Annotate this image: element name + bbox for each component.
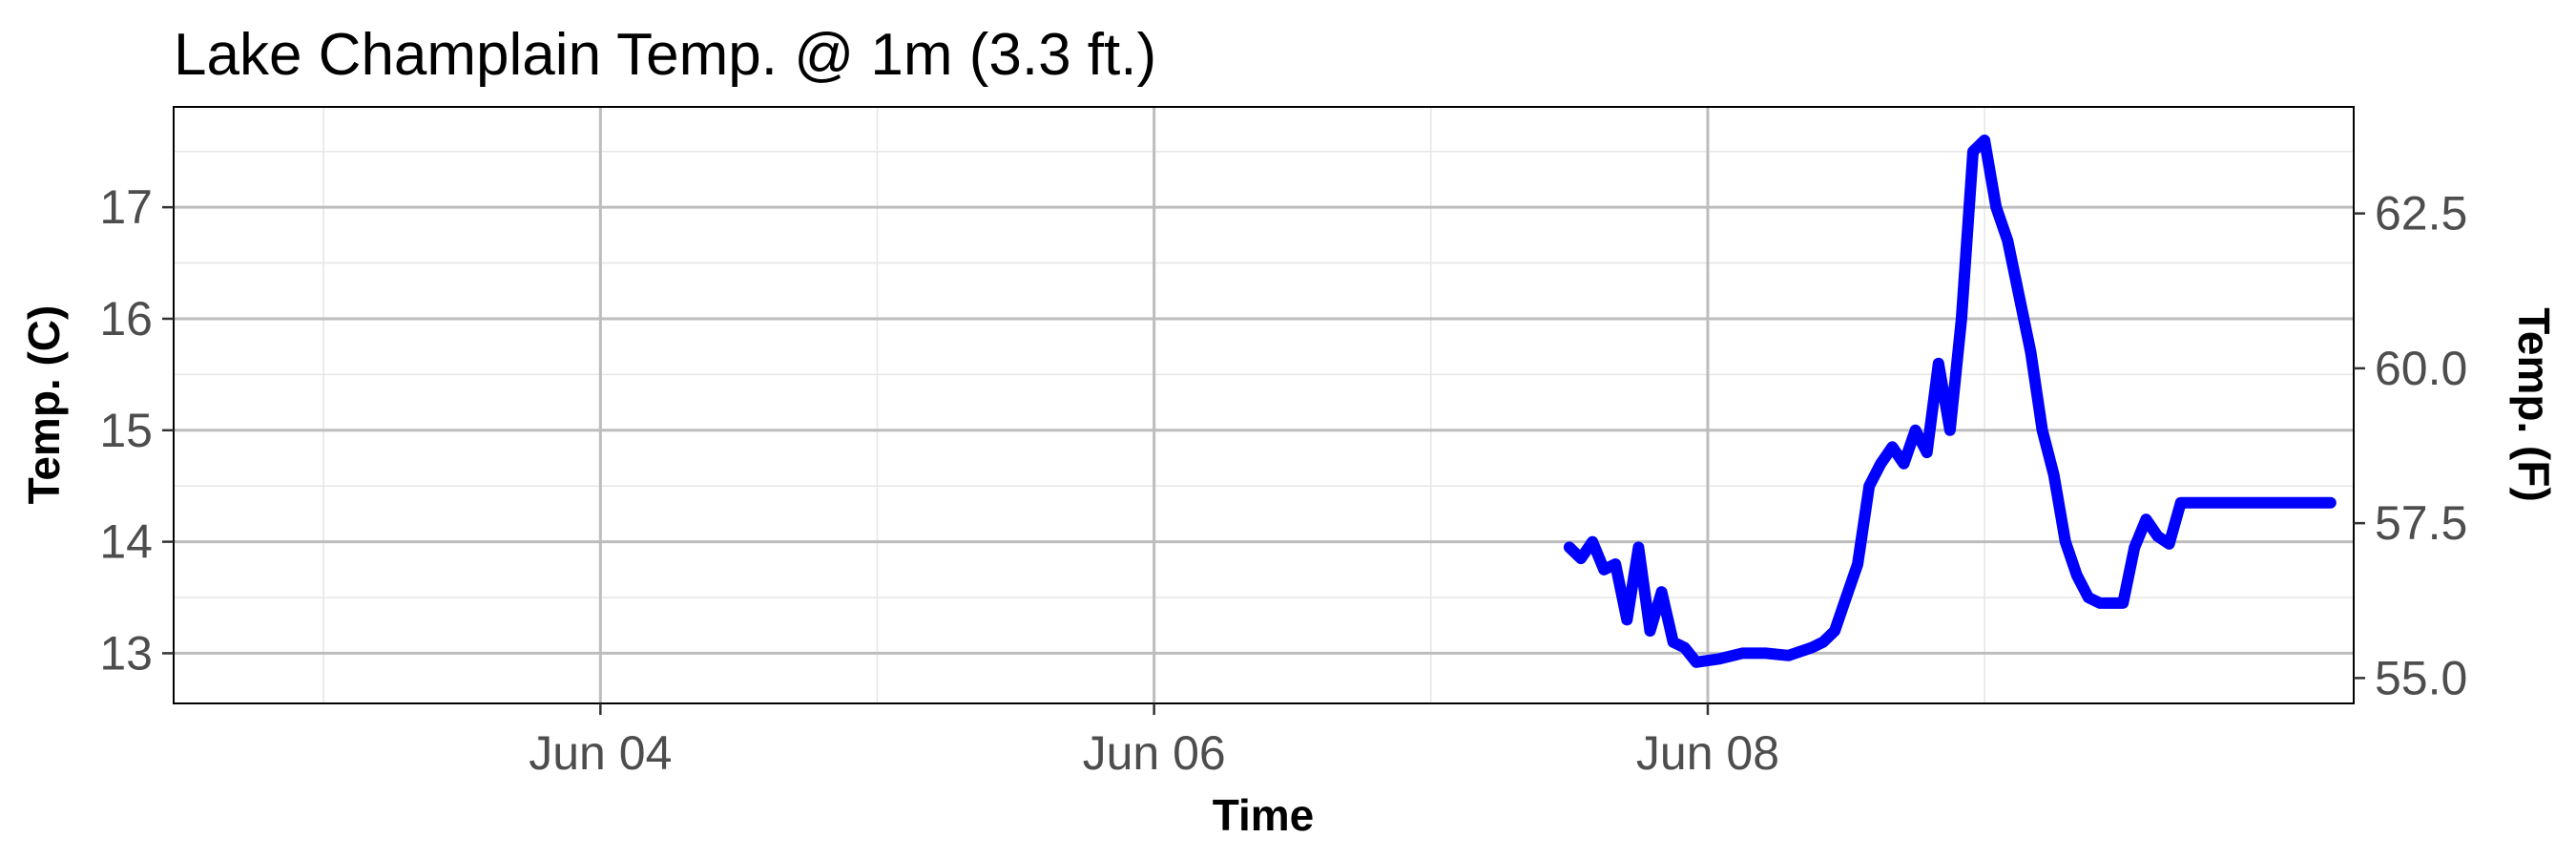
plot-panel — [174, 107, 2354, 703]
x-tick-label: Jun 06 — [1083, 726, 1226, 780]
temperature-line — [1563, 135, 2337, 668]
plot-border — [173, 106, 2355, 704]
x-axis-title: Time — [1213, 790, 1315, 840]
y-axis-title-right: Temp. (F) — [2509, 307, 2559, 502]
y2-tick-label: 57.5 — [2375, 496, 2467, 550]
x-axis: Jun 04 Jun 06 Jun 08 — [529, 703, 1779, 780]
x-tick-label: Jun 04 — [529, 726, 672, 780]
y2-tick-label: 60.0 — [2375, 342, 2467, 395]
series-layer — [1563, 135, 2337, 668]
chart-title: Lake Champlain Temp. @ 1m (3.3 ft.) — [174, 22, 1156, 88]
y2-tick-label: 55.0 — [2375, 651, 2467, 704]
y-axis-right: 55.0 57.5 60.0 62.5 — [2354, 187, 2467, 704]
y-tick-label: 13 — [99, 626, 153, 680]
x-tick-label: Jun 08 — [1636, 726, 1779, 780]
y-tick-label: 17 — [99, 180, 153, 234]
y-tick-label: 15 — [99, 404, 153, 457]
y-tick-label: 14 — [99, 515, 153, 569]
y-tick-label: 16 — [99, 292, 153, 346]
y-axis-left: 13 14 15 16 17 — [99, 180, 174, 680]
y2-tick-label: 62.5 — [2375, 187, 2467, 241]
y-axis-title-left: Temp. (C) — [19, 305, 69, 505]
